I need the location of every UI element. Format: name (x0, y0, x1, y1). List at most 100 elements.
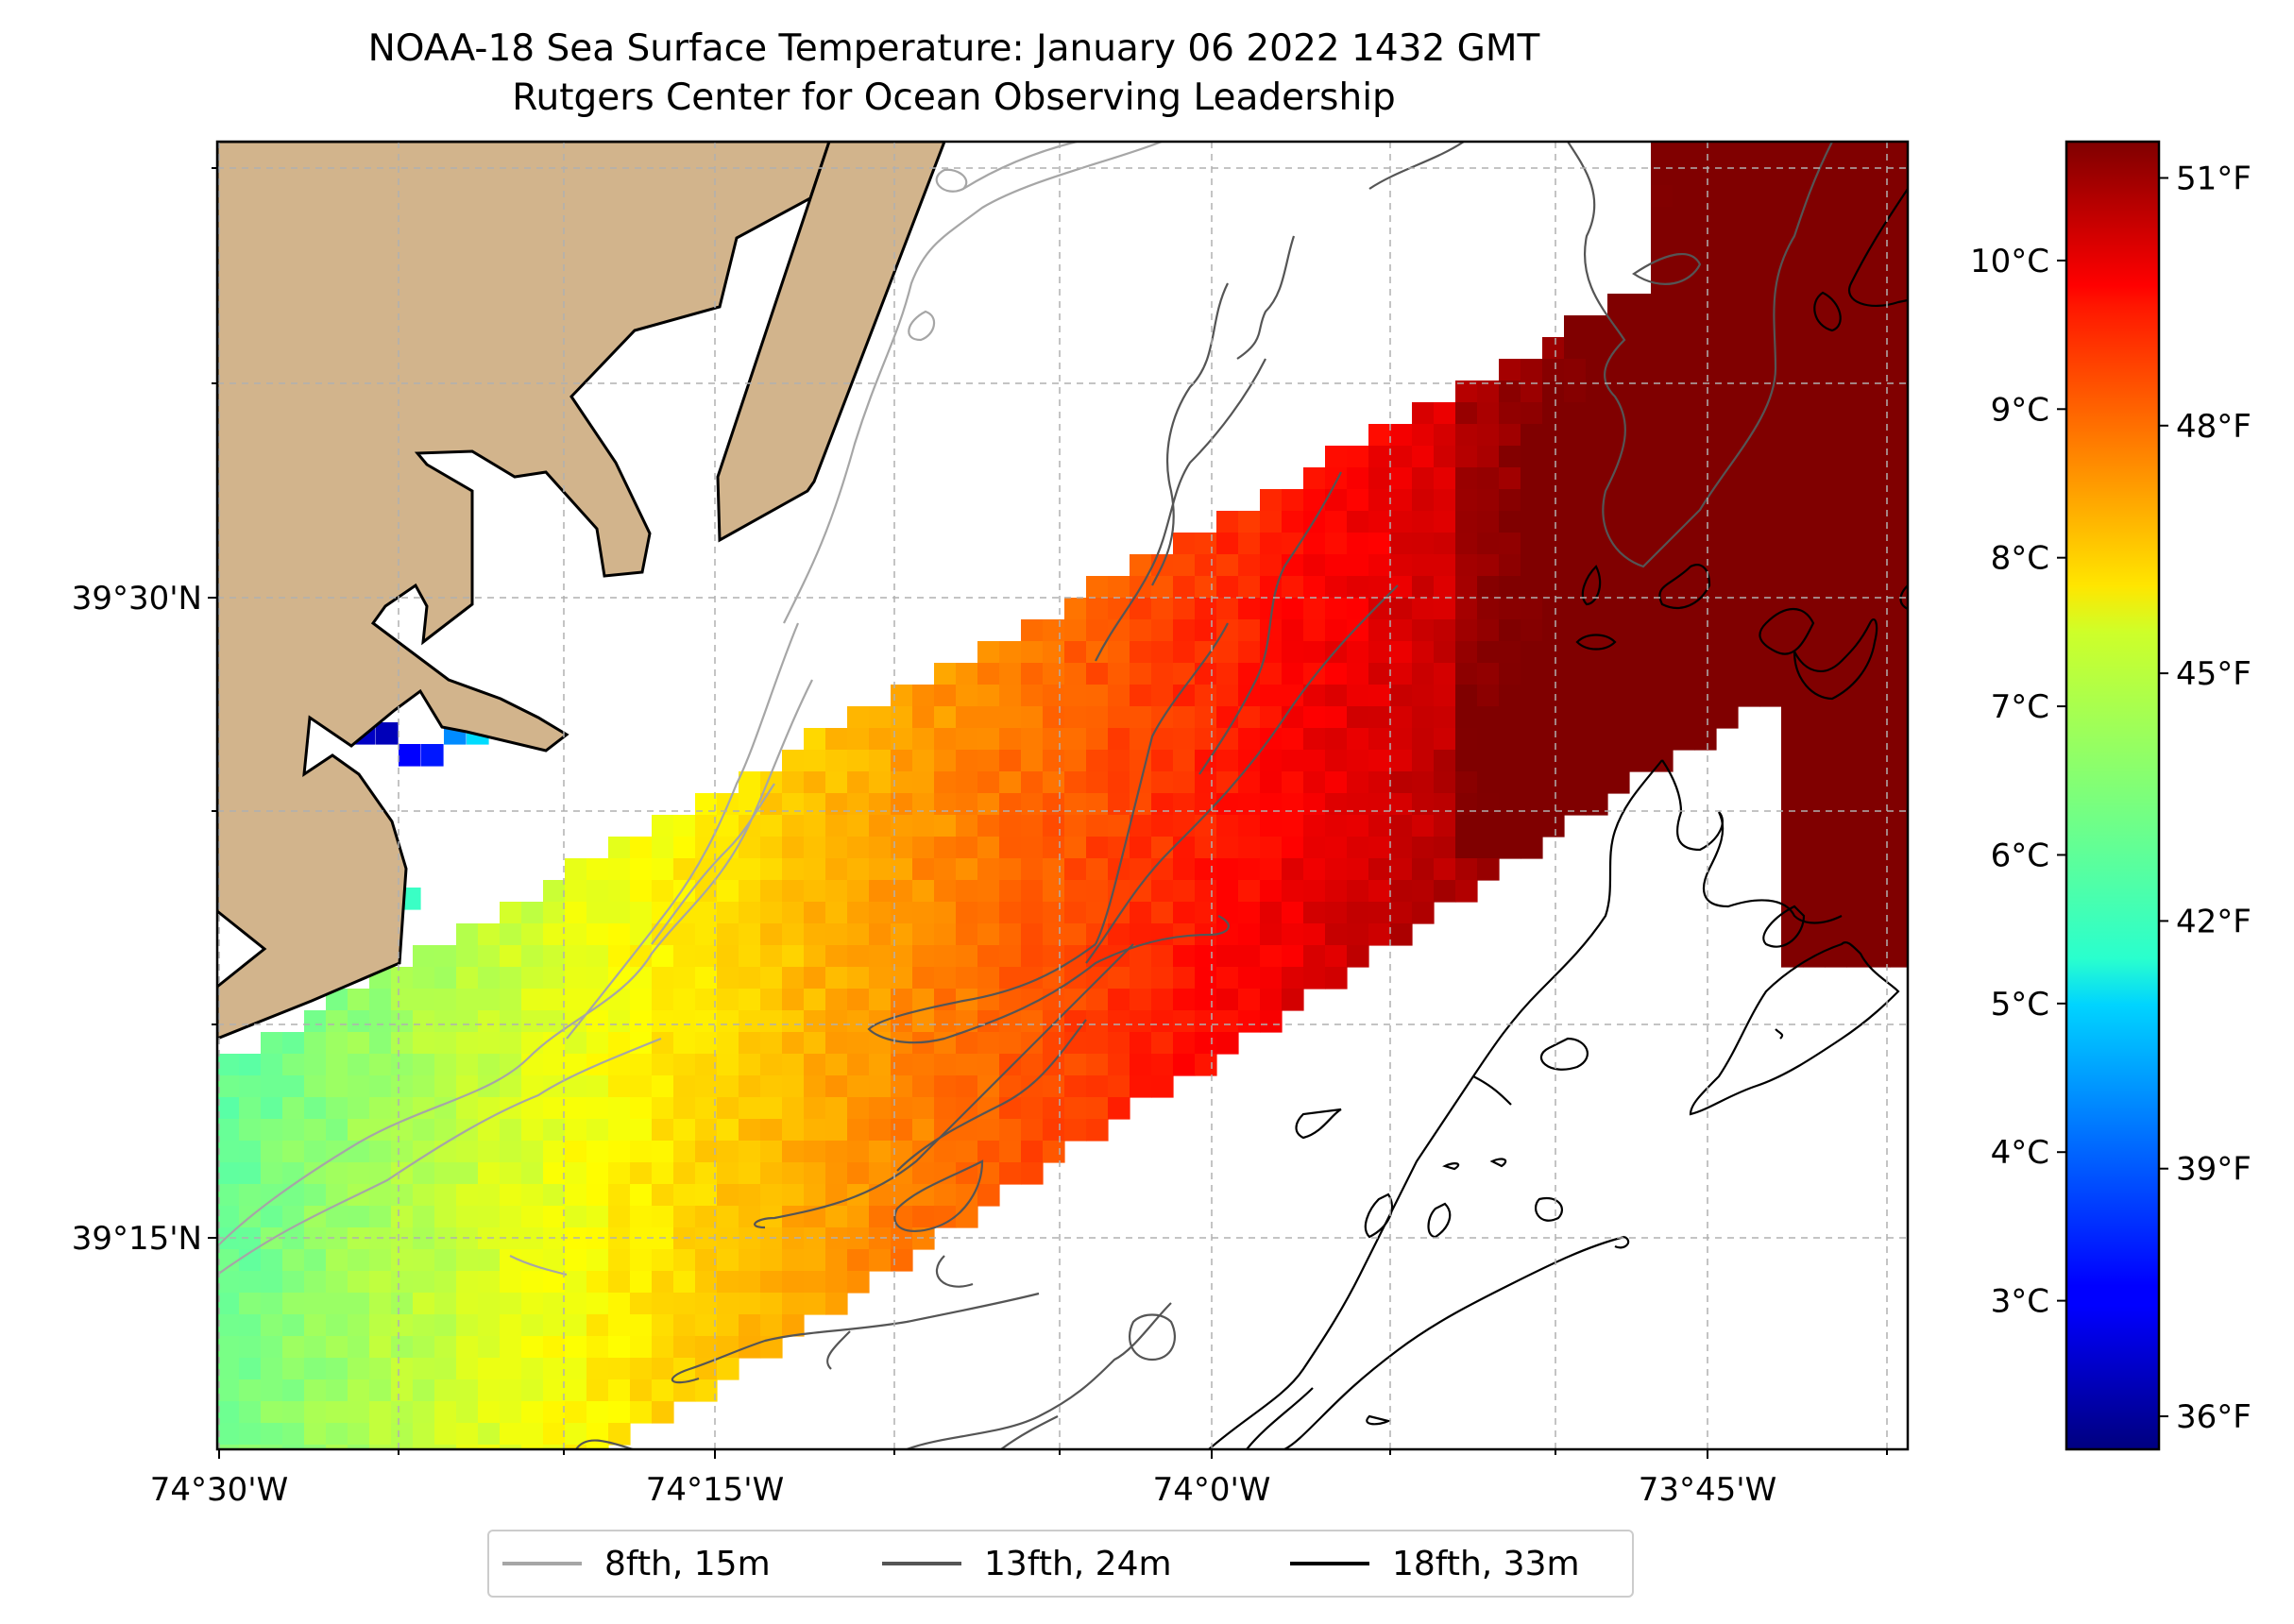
sst-pixel (348, 1206, 370, 1228)
sst-pixel (1716, 467, 1739, 490)
sst-pixel (478, 1075, 501, 1098)
sst-pixel (739, 880, 761, 903)
sst-pixel (1455, 554, 1478, 577)
sst-pixel (1716, 294, 1739, 316)
sst-pixel (565, 1119, 587, 1142)
sst-pixel (1694, 228, 1717, 251)
sst-pixel (717, 989, 739, 1011)
sst-pixel (521, 1445, 544, 1449)
sst-pixel (630, 1162, 653, 1185)
sst-pixel (1216, 663, 1239, 685)
sst-pixel (391, 1401, 414, 1424)
sst-pixel (1108, 1097, 1130, 1120)
sst-pixel (1542, 728, 1565, 751)
sst-pixel (1846, 402, 1869, 425)
sst-pixel (695, 1249, 718, 1272)
sst-pixel (869, 1054, 892, 1076)
sst-pixel (543, 989, 566, 1011)
sst-pixel (652, 1293, 674, 1315)
sst-pixel (1086, 793, 1109, 816)
sst-pixel (1781, 858, 1804, 881)
sst-pixel (565, 880, 587, 903)
sst-pixel (717, 815, 739, 837)
sst-pixel (1216, 533, 1239, 555)
sst-pixel (239, 1141, 262, 1163)
sst-pixel (1195, 728, 1217, 751)
sst-pixel (1303, 945, 1326, 968)
sst-pixel (261, 1206, 283, 1228)
sst-pixel (847, 1075, 870, 1098)
sst-pixel (1238, 923, 1261, 946)
sst-pixel (652, 1119, 674, 1142)
sst-pixel (478, 1445, 501, 1449)
sst-pixel (1651, 533, 1674, 555)
sst-pixel (565, 1271, 587, 1294)
sst-pixel (1803, 337, 1826, 360)
sst-pixel (1781, 576, 1804, 599)
sst-pixel (1586, 337, 1608, 360)
sst-pixel (1282, 989, 1304, 1011)
sst-pixel (717, 1119, 739, 1142)
sst-pixel (1868, 533, 1891, 555)
sst-pixel (825, 750, 848, 772)
sst-pixel (1825, 880, 1847, 903)
sst-pixel (1477, 837, 1500, 859)
sst-pixel (1064, 837, 1087, 859)
sst-pixel (1542, 424, 1565, 447)
sst-pixel (1716, 663, 1739, 685)
sst-pixel (586, 1141, 609, 1163)
sst-pixel (1629, 641, 1652, 664)
sst-pixel (999, 1054, 1022, 1076)
sst-pixel (1282, 598, 1304, 620)
sst-pixel (413, 1271, 435, 1294)
sst-pixel (1260, 793, 1283, 816)
celsius-tick-label: 10°C (1970, 243, 2049, 280)
sst-pixel (1347, 663, 1369, 685)
sst-pixel (565, 1184, 587, 1207)
sst-pixel (326, 1184, 348, 1207)
sst-pixel (586, 1184, 609, 1207)
sst-pixel (1499, 793, 1521, 816)
sst-pixel (1846, 228, 1869, 251)
sst-pixel (326, 1271, 348, 1294)
sst-pixel (1738, 554, 1760, 577)
sst-pixel (1890, 228, 1908, 251)
sst-pixel (500, 945, 522, 968)
sst-pixel (1260, 1010, 1283, 1033)
sst-pixel (804, 1032, 826, 1055)
sst-pixel (586, 1032, 609, 1055)
sst-pixel (478, 1032, 501, 1055)
sst-pixel (1238, 858, 1261, 881)
sst-pixel (825, 1141, 848, 1163)
sst-pixel (912, 837, 935, 859)
sst-pixel (977, 1054, 1000, 1076)
sst-pixel (1173, 750, 1196, 772)
sst-pixel (1260, 489, 1283, 512)
sst-pixel (999, 641, 1022, 664)
sst-pixel (1846, 815, 1869, 837)
sst-pixel (1781, 185, 1804, 208)
gridlines (217, 142, 1908, 1449)
sst-pixel (478, 1119, 501, 1142)
sst-pixel (1694, 641, 1717, 664)
sst-pixel (1542, 576, 1565, 599)
sst-pixel (478, 1336, 501, 1359)
sst-pixel (521, 1141, 544, 1163)
sst-pixel (1434, 815, 1456, 837)
sst-pixel (1890, 402, 1908, 425)
sst-pixel (652, 1336, 674, 1359)
sst-pixel (1368, 489, 1391, 512)
sst-pixel (760, 1227, 783, 1250)
sst-pixel (1781, 837, 1804, 859)
sst-pixel (434, 1271, 457, 1294)
sst-pixel (217, 1314, 240, 1337)
sst-pixel (1890, 685, 1908, 707)
sst-pixel (804, 1054, 826, 1076)
sst-pixel (1629, 402, 1652, 425)
sst-pixel (695, 1141, 718, 1163)
sst-pixel (1043, 1119, 1065, 1142)
sst-pixel (1455, 619, 1478, 642)
sst-pixel (1607, 424, 1630, 447)
sst-pixel (934, 750, 957, 772)
sst-pixel (934, 815, 957, 837)
